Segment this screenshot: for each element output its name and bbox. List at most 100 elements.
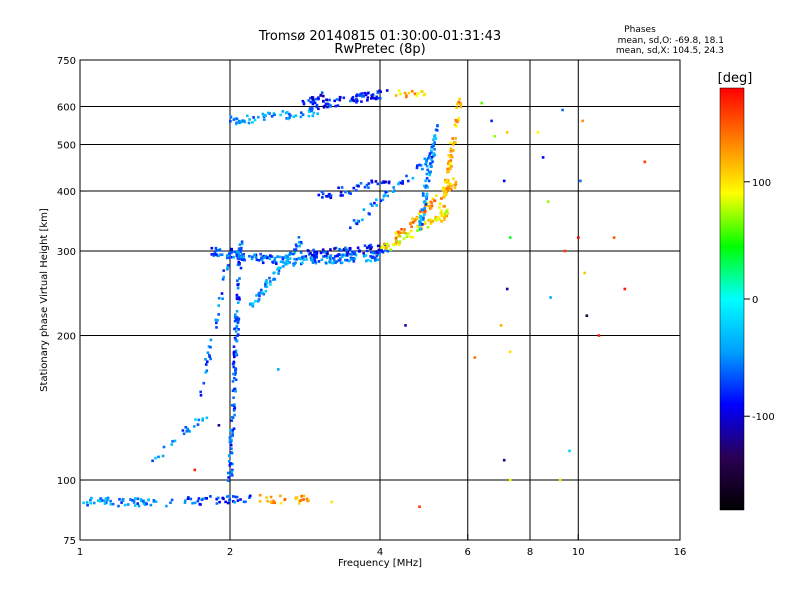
echo-point	[459, 103, 463, 106]
echo-point	[282, 265, 285, 268]
echo-point	[233, 387, 236, 391]
echo-point	[268, 257, 272, 261]
echo-point	[341, 253, 345, 257]
echo-point	[315, 250, 319, 254]
echo-point	[377, 96, 380, 100]
echo-point	[193, 425, 196, 428]
echo-point	[376, 244, 380, 248]
echo-point	[433, 134, 437, 137]
echo-point	[82, 501, 85, 505]
echo-point	[396, 231, 399, 234]
echo-point	[279, 266, 282, 270]
echo-point	[561, 108, 564, 112]
echo-point	[217, 313, 220, 316]
echo-point	[320, 258, 324, 261]
echo-point	[415, 166, 419, 170]
echo-point	[394, 94, 398, 97]
echo-point	[242, 255, 245, 259]
echo-point	[231, 380, 235, 383]
echo-point	[397, 89, 401, 92]
phase-stats-title: Phases	[624, 25, 656, 35]
echo-point	[432, 152, 436, 155]
echo-point	[355, 94, 358, 98]
echo-point	[340, 186, 344, 189]
echo-point	[173, 439, 177, 443]
echo-point	[397, 182, 400, 186]
echo-point	[272, 277, 276, 281]
echo-point	[202, 381, 206, 385]
echo-point	[387, 180, 391, 184]
echo-point	[502, 458, 506, 462]
echo-point	[233, 373, 237, 376]
echo-point	[445, 210, 449, 213]
echo-point	[445, 193, 448, 196]
echo-point	[329, 104, 332, 107]
echo-point	[445, 179, 449, 183]
echo-point	[421, 167, 424, 171]
echo-point	[382, 194, 386, 198]
echo-point	[313, 101, 317, 105]
echo-point	[111, 502, 115, 506]
echo-point	[384, 249, 387, 252]
echo-point	[302, 494, 306, 498]
echo-point	[293, 251, 296, 255]
echo-point	[206, 360, 209, 363]
echo-point	[231, 389, 235, 392]
echo-point	[407, 232, 410, 235]
echo-point	[242, 253, 245, 256]
echo-point	[216, 496, 220, 500]
echo-point	[199, 390, 202, 394]
echo-point	[240, 120, 243, 124]
echo-point	[376, 182, 380, 186]
echo-point	[237, 248, 241, 251]
echo-point	[89, 501, 92, 505]
echo-point	[295, 258, 298, 261]
echo-point	[228, 256, 231, 260]
echo-point	[429, 220, 433, 224]
echo-point	[419, 218, 423, 222]
y-tick-label: 400	[57, 187, 76, 198]
echo-point	[412, 221, 415, 224]
echo-point	[254, 253, 258, 257]
echo-point	[220, 292, 224, 295]
echo-point	[397, 243, 401, 247]
echo-point	[301, 255, 304, 259]
echo-point	[445, 187, 449, 190]
echo-point	[199, 394, 203, 397]
echo-point	[322, 255, 325, 258]
echo-point	[430, 201, 433, 205]
echo-point	[376, 251, 379, 255]
echo-point	[170, 498, 174, 502]
echo-point	[358, 94, 361, 97]
echo-point	[436, 124, 439, 127]
echo-point	[447, 170, 450, 173]
echo-point	[345, 248, 348, 252]
echo-point	[229, 462, 232, 465]
echo-point	[235, 324, 239, 328]
echo-point	[337, 259, 340, 262]
echo-point	[238, 298, 241, 301]
echo-point	[265, 496, 268, 499]
echo-point	[99, 500, 102, 503]
echo-point	[398, 181, 401, 184]
echo-point	[234, 337, 237, 341]
echo-point	[118, 498, 121, 501]
echo-point	[401, 179, 404, 183]
echo-point	[374, 180, 378, 183]
echo-point	[214, 318, 217, 322]
echo-point	[360, 100, 363, 103]
echo-point	[89, 498, 92, 502]
y-tick-label: 200	[57, 332, 76, 343]
echo-point	[348, 252, 352, 256]
echo-point	[349, 256, 353, 260]
echo-point	[103, 502, 107, 505]
echo-point	[132, 501, 136, 504]
echo-point	[339, 194, 343, 197]
echo-point	[315, 97, 318, 101]
echo-point	[251, 121, 254, 124]
echo-point	[401, 182, 404, 185]
echo-point	[330, 500, 333, 504]
echo-point	[299, 115, 303, 119]
echo-point	[375, 250, 379, 253]
echo-point	[381, 198, 385, 201]
